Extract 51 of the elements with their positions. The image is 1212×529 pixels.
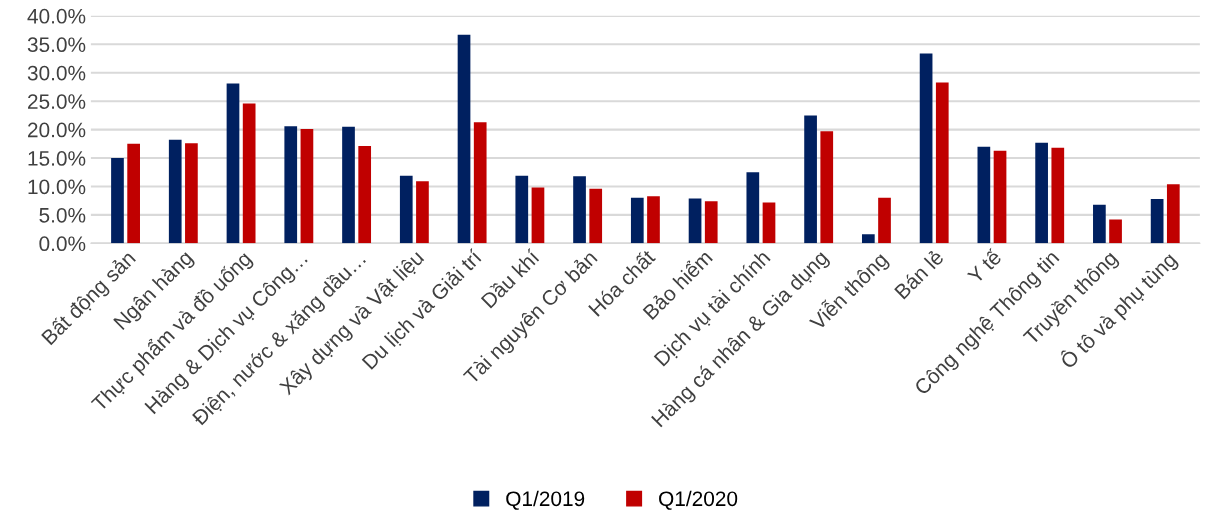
legend-label: Q1/2019	[506, 490, 585, 510]
y-tick-label: 10.0%	[28, 179, 86, 195]
y-tick-label: 25.0%	[28, 94, 86, 109]
bar	[1150, 198, 1164, 244]
bar	[704, 201, 718, 244]
bar	[111, 158, 124, 244]
bar	[630, 197, 644, 244]
bar	[416, 181, 429, 244]
bar	[762, 202, 776, 244]
y-tick-label: 40.0%	[27, 8, 86, 24]
bar	[342, 126, 355, 244]
y-tick-label: 30.0%	[27, 65, 86, 81]
bar	[300, 129, 314, 244]
bar	[515, 175, 529, 244]
bar	[358, 146, 372, 244]
bar	[1051, 147, 1065, 244]
bar	[993, 150, 1007, 244]
y-tick-label: 15.0%	[28, 151, 86, 166]
bar	[589, 188, 603, 244]
bar	[977, 146, 991, 244]
bar	[1035, 142, 1048, 244]
bar	[284, 126, 298, 244]
bar	[746, 172, 760, 244]
bar	[804, 115, 817, 244]
legend-label: Q1/2020	[659, 490, 738, 510]
x-tick-label: Bán lẻ	[893, 248, 945, 300]
bar	[878, 197, 891, 244]
bar	[399, 175, 413, 244]
bar	[861, 234, 875, 244]
bar	[1166, 184, 1180, 244]
bar	[185, 143, 198, 244]
y-tick-label: 5.0%	[39, 207, 86, 223]
bar	[935, 82, 949, 244]
bar	[531, 187, 545, 244]
bar	[242, 103, 256, 244]
x-tick-label: Y tế	[965, 247, 1003, 285]
bar	[573, 176, 586, 244]
y-tick-label: 20.0%	[28, 122, 86, 138]
bar	[457, 34, 471, 244]
bar	[1093, 204, 1106, 244]
bar	[1109, 219, 1122, 244]
bar	[226, 83, 240, 244]
bar	[168, 139, 182, 244]
bar	[688, 198, 702, 244]
y-tick-label: 35.0%	[27, 37, 86, 53]
y-tick-label: 0.0%	[39, 236, 86, 252]
bar	[919, 53, 933, 244]
bar	[127, 143, 140, 244]
bar	[647, 196, 660, 244]
bar	[820, 131, 834, 244]
bar	[473, 122, 487, 244]
